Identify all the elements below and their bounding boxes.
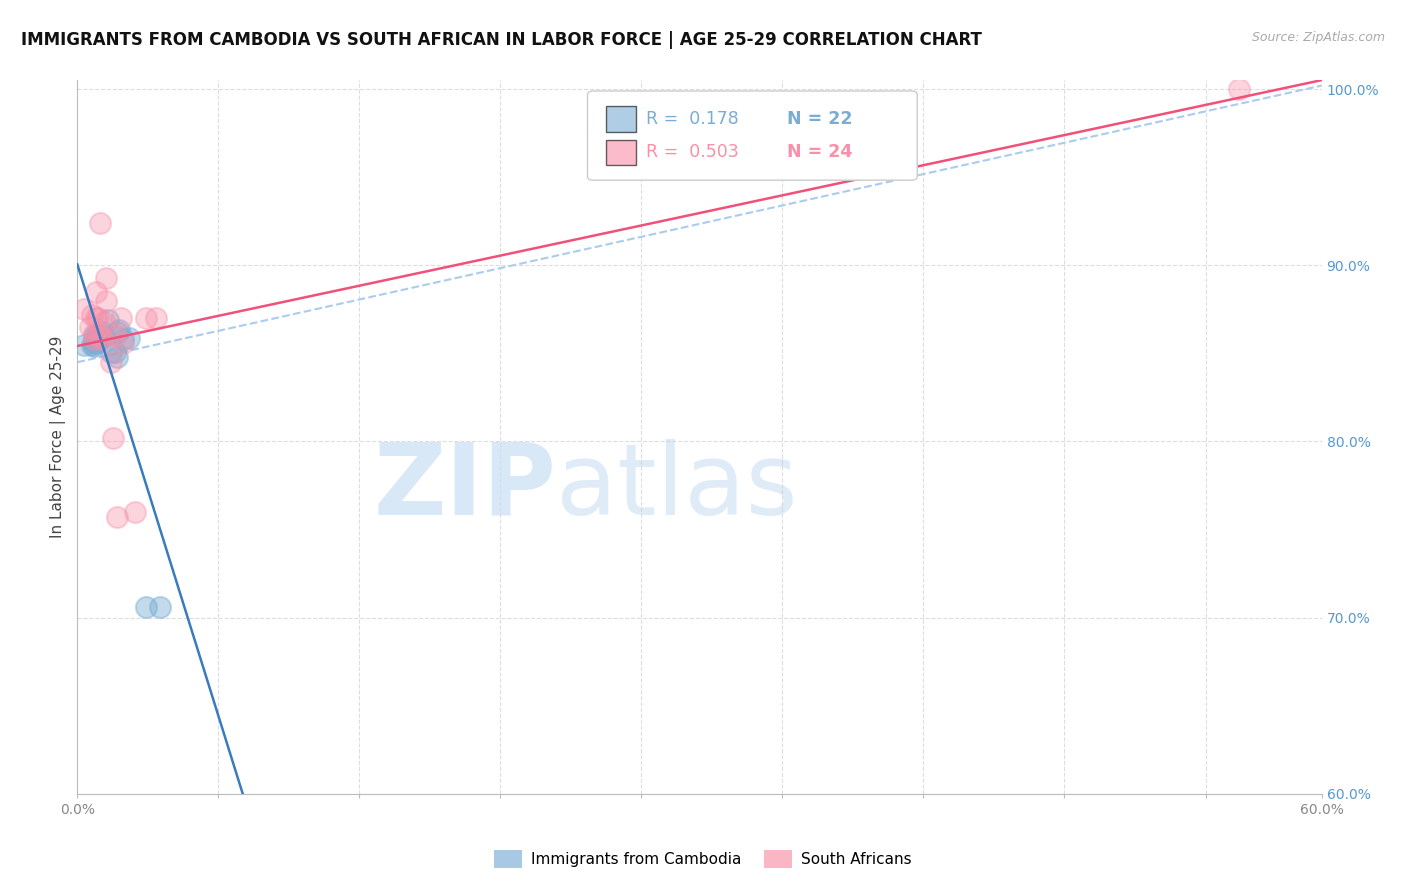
Point	[93, 328, 115, 343]
Text: atlas: atlas	[557, 439, 799, 535]
Point	[100, 355, 122, 369]
Point	[80, 337, 103, 351]
Point	[83, 334, 105, 348]
Point	[72, 302, 94, 317]
Text: Source: ZipAtlas.com: Source: ZipAtlas.com	[1251, 31, 1385, 45]
Point	[87, 332, 110, 346]
Point	[108, 323, 131, 337]
Point	[105, 325, 128, 339]
Point	[105, 350, 128, 364]
Point	[84, 285, 107, 299]
Legend: Immigrants from Cambodia, South Africans: Immigrants from Cambodia, South Africans	[488, 844, 918, 873]
Point	[84, 328, 107, 343]
Point	[87, 311, 110, 326]
Point	[84, 311, 107, 326]
Point	[145, 311, 167, 326]
Point	[111, 335, 134, 350]
Point	[93, 315, 115, 329]
Point	[135, 311, 157, 326]
Point	[91, 332, 114, 346]
Point	[104, 344, 127, 359]
Point	[110, 311, 132, 326]
Point	[118, 330, 141, 344]
Point	[100, 344, 122, 359]
Point	[79, 320, 101, 334]
FancyBboxPatch shape	[606, 139, 636, 165]
Point	[149, 600, 172, 615]
Point	[72, 337, 94, 351]
Point	[83, 332, 105, 346]
Text: R =  0.503: R = 0.503	[645, 144, 738, 161]
Y-axis label: In Labor Force | Age 25-29: In Labor Force | Age 25-29	[51, 336, 66, 538]
Point	[124, 505, 146, 519]
FancyBboxPatch shape	[606, 106, 636, 132]
Point	[135, 600, 157, 615]
Text: R =  0.178: R = 0.178	[645, 110, 738, 128]
Point	[1227, 82, 1250, 96]
Point	[101, 431, 124, 445]
Point	[97, 313, 120, 327]
Point	[83, 339, 105, 353]
Point	[83, 326, 105, 341]
Point	[84, 335, 107, 350]
Point	[105, 510, 128, 524]
Point	[91, 325, 114, 339]
Point	[89, 328, 111, 343]
Text: N = 24: N = 24	[786, 144, 852, 161]
Point	[104, 328, 127, 343]
Point	[84, 332, 107, 346]
Point	[96, 270, 118, 285]
Text: N = 22: N = 22	[786, 110, 852, 128]
Point	[83, 335, 105, 350]
Point	[80, 308, 103, 322]
Text: IMMIGRANTS FROM CAMBODIA VS SOUTH AFRICAN IN LABOR FORCE | AGE 25-29 CORRELATION: IMMIGRANTS FROM CAMBODIA VS SOUTH AFRICA…	[21, 31, 981, 49]
Point	[83, 328, 105, 343]
Point	[96, 293, 118, 308]
Point	[111, 332, 134, 346]
FancyBboxPatch shape	[588, 91, 917, 180]
Point	[89, 216, 111, 230]
Text: ZIP: ZIP	[374, 439, 557, 535]
